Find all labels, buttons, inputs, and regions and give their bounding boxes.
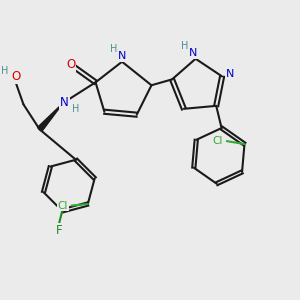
Text: O: O [11,70,21,83]
Polygon shape [38,103,63,131]
Text: O: O [66,58,75,71]
Text: Cl: Cl [212,136,223,146]
Text: N: N [60,96,69,110]
Text: H: H [1,65,8,76]
Text: N: N [188,48,197,58]
Text: F: F [56,224,63,236]
Text: Cl: Cl [58,200,68,211]
Text: H: H [181,41,188,51]
Text: H: H [72,104,79,114]
Text: N: N [118,51,126,61]
Text: H: H [110,44,118,54]
Text: N: N [226,69,235,79]
